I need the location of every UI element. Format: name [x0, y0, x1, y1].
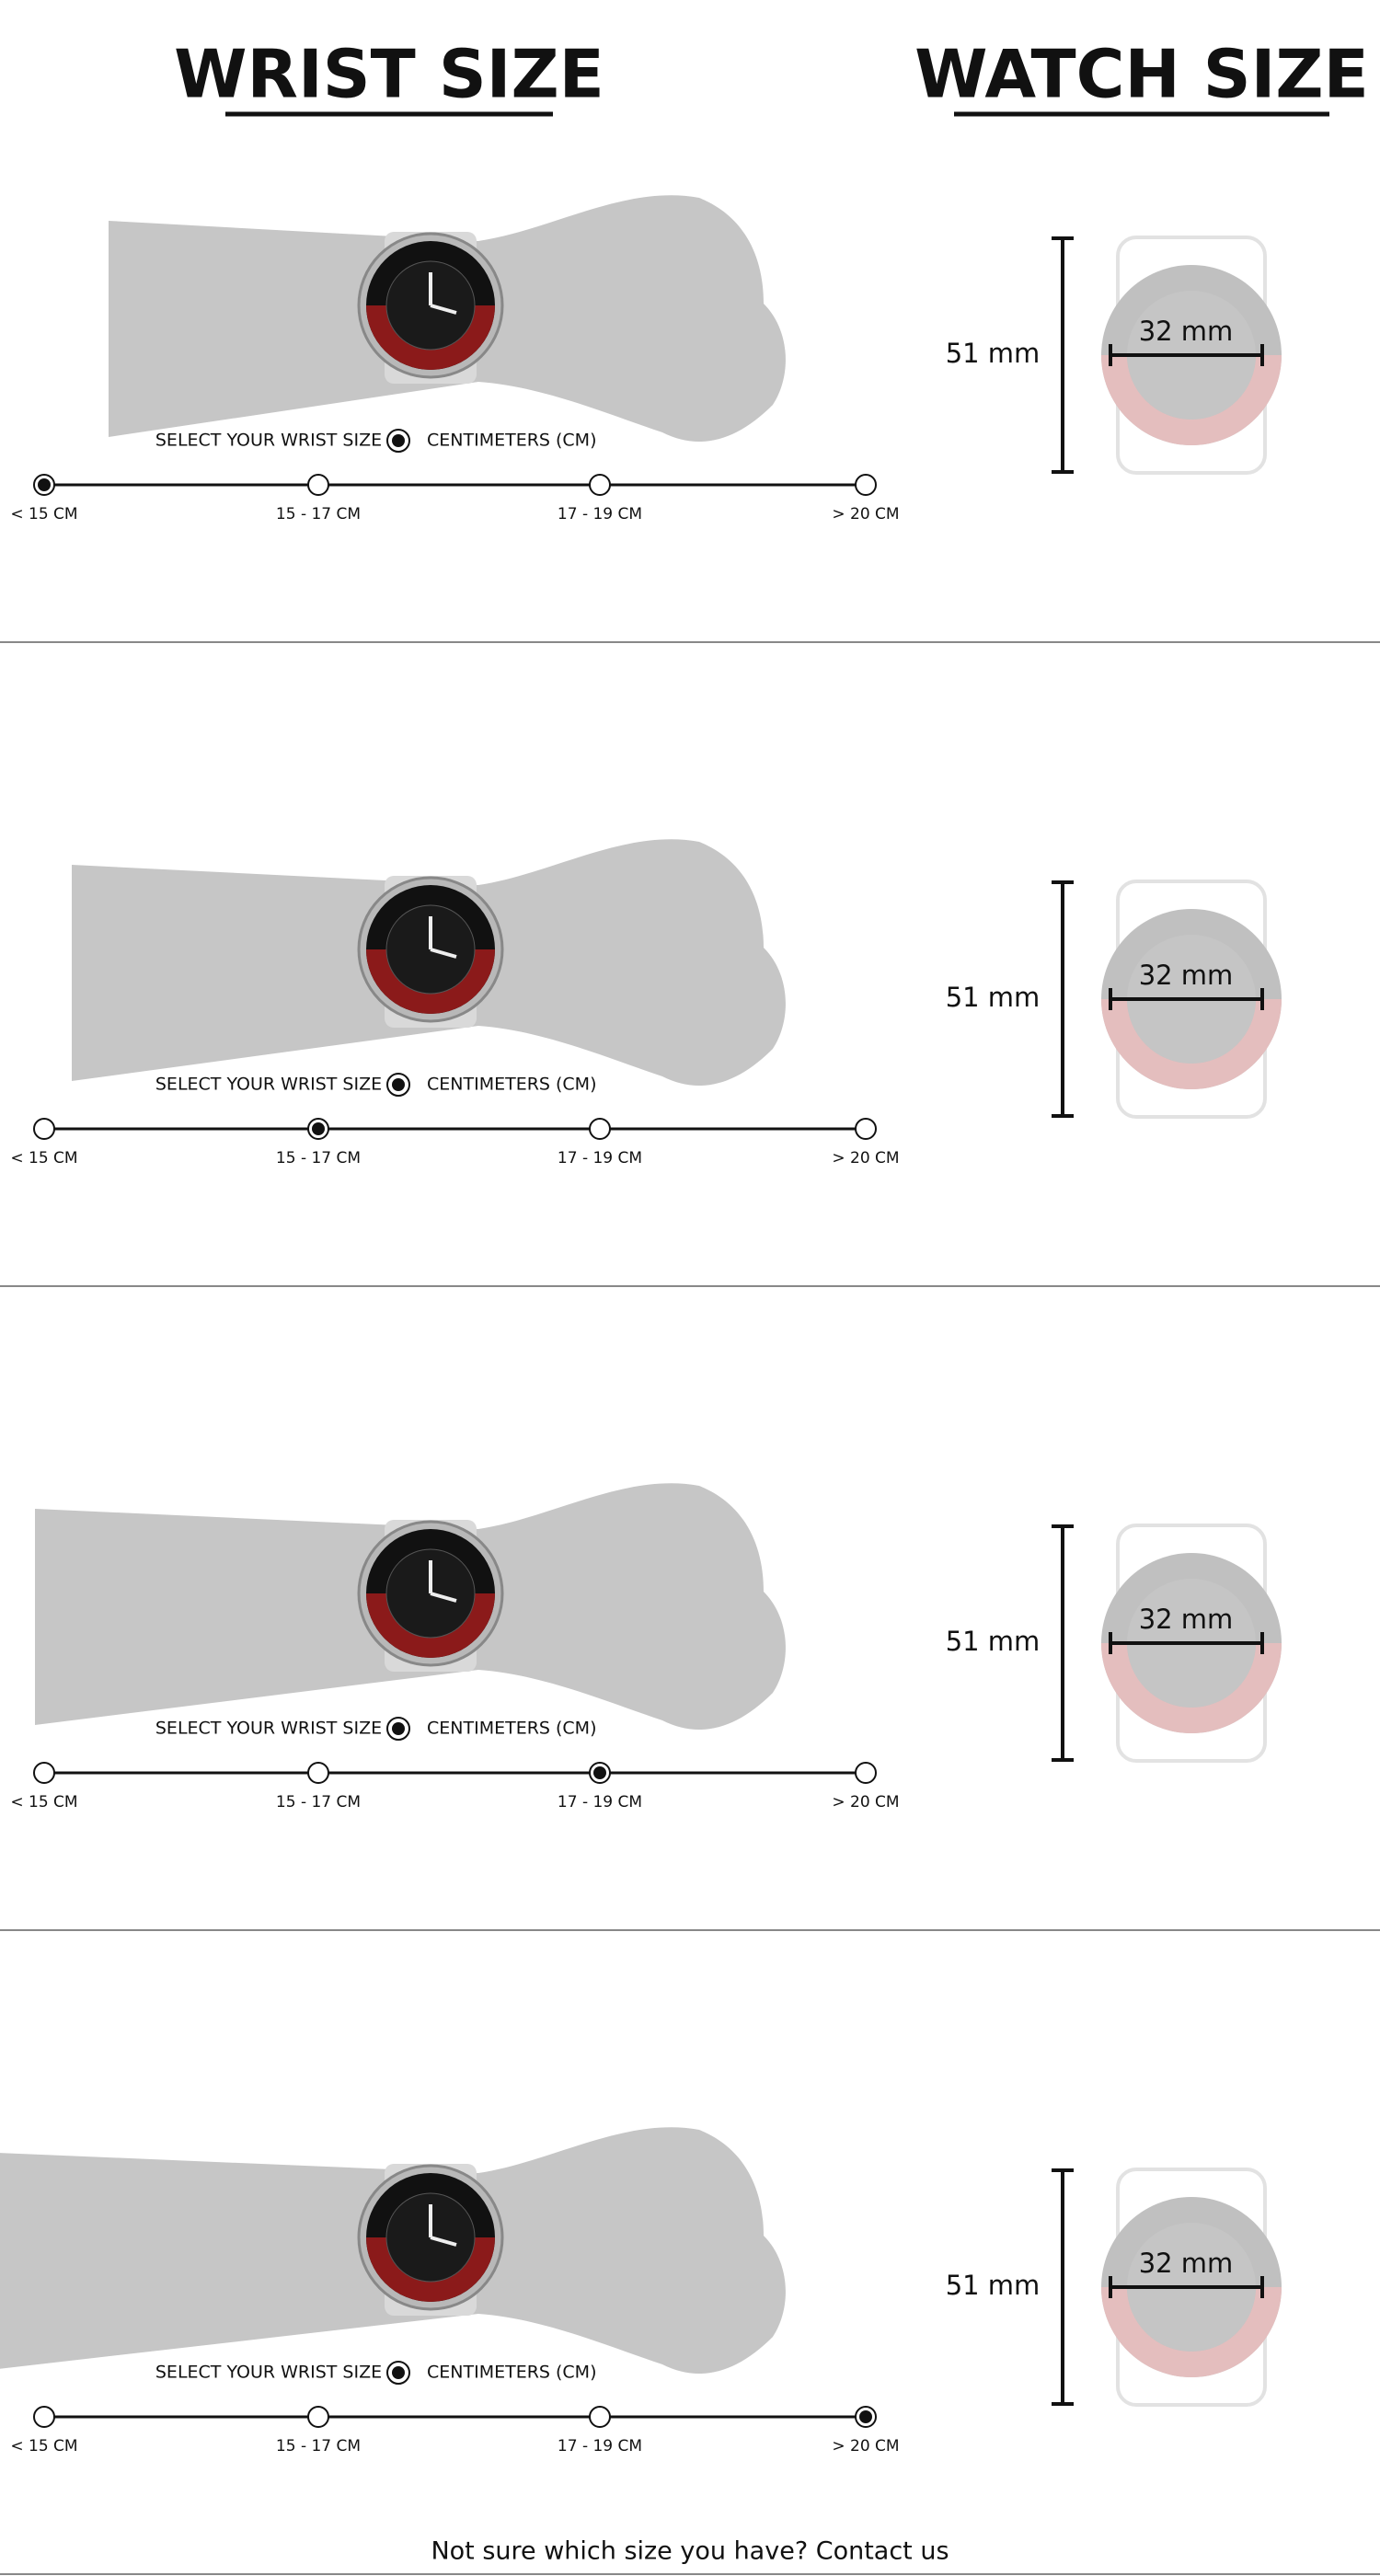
wrist-title: WRIST SIZE: [174, 36, 604, 113]
panel: SELECT YOUR WRIST SIZE CENTIMETERS (CM) < …: [0, 1483, 1380, 1931]
watch-title: WATCH SIZE: [914, 36, 1369, 113]
watch-height: 51 mm: [946, 982, 1041, 1013]
size-option-label: 17 - 19 CM: [558, 2437, 642, 2455]
unit-label: CENTIMETERS (CM): [427, 431, 597, 451]
watch-height: 51 mm: [946, 338, 1041, 369]
unit-label: CENTIMETERS (CM): [427, 1719, 597, 1739]
bezel-red: [366, 305, 495, 370]
unit-radio-outer[interactable]: [386, 1717, 410, 1741]
watch-width: 32 mm: [1139, 2248, 1234, 2279]
size-option[interactable]: [307, 1762, 329, 1784]
watch-width: 32 mm: [1139, 1604, 1234, 1635]
bezel-red: [366, 949, 495, 1014]
unit-radio-inner: [392, 1722, 405, 1735]
bezel-red: [1101, 355, 1282, 445]
size-selected: [38, 478, 51, 491]
size-selected: [859, 2410, 872, 2423]
size-option-label: 17 - 19 CM: [558, 1793, 642, 1811]
size-option-label: > 20 CM: [832, 505, 899, 523]
hand: [430, 2236, 457, 2247]
watch-width: 32 mm: [1139, 960, 1234, 991]
size-option[interactable]: [589, 474, 611, 496]
select-label: SELECT YOUR WRIST SIZE: [155, 1719, 382, 1739]
size-option[interactable]: [307, 474, 329, 496]
panel: SELECT YOUR WRIST SIZE CENTIMETERS (CM) < …: [0, 839, 1380, 1287]
panel: SELECT YOUR WRIST SIZE CENTIMETERS (CM) < …: [0, 195, 1380, 643]
size-option[interactable]: [33, 1762, 55, 1784]
select-label: SELECT YOUR WRIST SIZE: [155, 2363, 382, 2383]
bezel-red: [366, 2237, 495, 2302]
size-option[interactable]: [589, 2406, 611, 2428]
bezel-red: [1101, 999, 1282, 1089]
panel: SELECT YOUR WRIST SIZE CENTIMETERS (CM) < …: [0, 2127, 1380, 2575]
watch-height: 51 mm: [946, 1626, 1041, 1657]
size-option[interactable]: [307, 2406, 329, 2428]
size-option-label: > 20 CM: [832, 1149, 899, 1167]
size-option-label: 17 - 19 CM: [558, 1149, 642, 1167]
size-option-label: < 15 CM: [10, 1793, 77, 1811]
size-option-label: 15 - 17 CM: [276, 505, 361, 523]
hand: [430, 1592, 457, 1603]
size-option-label: > 20 CM: [832, 1793, 899, 1811]
bezel-red: [366, 1593, 495, 1658]
size-selected: [312, 1122, 325, 1135]
size-option-label: < 15 CM: [10, 2437, 77, 2455]
size-option[interactable]: [855, 474, 877, 496]
size-option[interactable]: [589, 1118, 611, 1140]
watch-height: 51 mm: [946, 2270, 1041, 2301]
size-option-label: < 15 CM: [10, 505, 77, 523]
hand: [430, 304, 457, 315]
unit-radio-inner: [392, 1078, 405, 1091]
size-option[interactable]: [33, 2406, 55, 2428]
unit-radio-outer[interactable]: [386, 429, 410, 453]
size-option-label: 15 - 17 CM: [276, 1793, 361, 1811]
watch-width: 32 mm: [1139, 316, 1234, 347]
unit-radio-outer[interactable]: [386, 2361, 410, 2385]
unit-label: CENTIMETERS (CM): [427, 2363, 597, 2383]
bezel-red: [1101, 2287, 1282, 2377]
select-label: SELECT YOUR WRIST SIZE: [155, 1075, 382, 1095]
unit-radio-outer[interactable]: [386, 1073, 410, 1097]
size-option[interactable]: [855, 1118, 877, 1140]
unit-radio-inner: [392, 434, 405, 447]
size-selected: [593, 1766, 606, 1779]
size-option-label: 15 - 17 CM: [276, 2437, 361, 2455]
size-option[interactable]: [855, 1762, 877, 1784]
hand: [430, 948, 457, 959]
size-option-label: < 15 CM: [10, 1149, 77, 1167]
size-option-label: 15 - 17 CM: [276, 1149, 361, 1167]
unit-radio-inner: [392, 2366, 405, 2379]
size-option-label: 17 - 19 CM: [558, 505, 642, 523]
unit-label: CENTIMETERS (CM): [427, 1075, 597, 1095]
bezel-red: [1101, 1643, 1282, 1733]
size-option-label: > 20 CM: [832, 2437, 899, 2455]
select-label: SELECT YOUR WRIST SIZE: [155, 431, 382, 451]
footer-text[interactable]: Not sure which size you have? Contact us: [431, 2537, 949, 2566]
size-option[interactable]: [33, 1118, 55, 1140]
